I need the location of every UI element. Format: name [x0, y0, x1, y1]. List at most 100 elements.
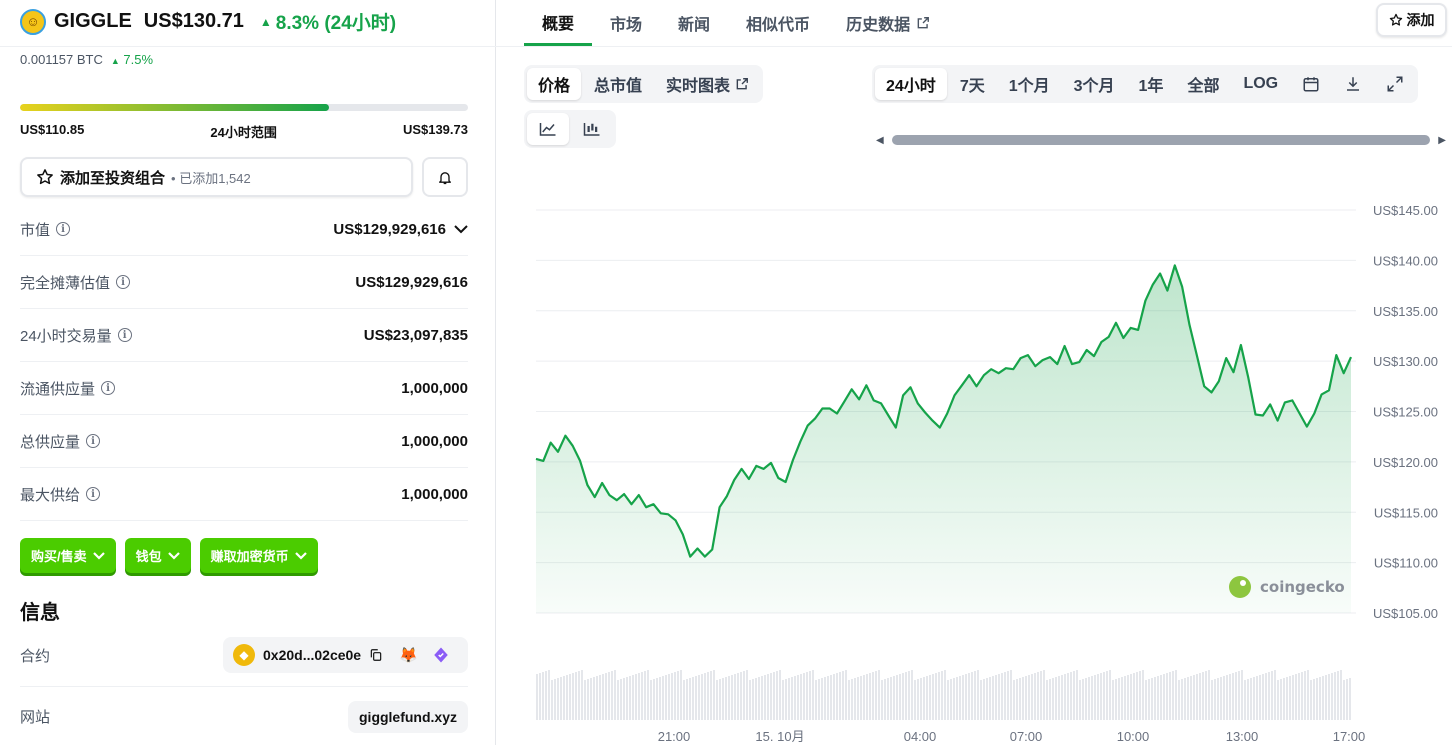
volume-bar [680, 670, 682, 720]
contract-address-pill[interactable]: ◆ 0x20d...02ce0e 🦊 [223, 637, 468, 673]
stat-value: 1,000,000 [401, 380, 468, 397]
candlestick-chart-button[interactable] [571, 113, 613, 145]
volume-bar [710, 671, 712, 720]
tab-price[interactable]: 价格 [527, 68, 582, 100]
info-icon[interactable]: i [86, 487, 101, 501]
volume-bar [1217, 678, 1219, 720]
range-all[interactable]: 全部 [1187, 78, 1220, 95]
volume-bar [593, 677, 595, 720]
x-axis-labels: 21:00 15. 10月 04:00 07:00 10:00 13:00 17:00 [658, 729, 1366, 744]
volume-bar [1334, 672, 1336, 720]
volume-bar [1235, 672, 1237, 720]
add-to-portfolio-button[interactable]: 添加至投资组合 • 已添加1,542 [20, 157, 413, 197]
download-button[interactable] [1333, 68, 1373, 100]
stat-value-text: 1,000,000 [401, 432, 468, 450]
range-labels: US$110.85 24小时范围 US$139.73 [20, 122, 468, 141]
tab-live-chart[interactable]: 实时图表 [655, 68, 760, 100]
volume-bar [1082, 679, 1084, 720]
metamask-icon[interactable]: 🦊 [399, 647, 418, 664]
volume-bar [836, 673, 838, 720]
candlestick-icon [583, 123, 600, 136]
copy-icon[interactable] [369, 648, 383, 662]
chevron-down-icon[interactable] [454, 224, 468, 234]
add-watchlist-button[interactable]: 添加 [1376, 3, 1447, 37]
volume-bar [947, 680, 949, 720]
tab-overview[interactable]: 概要 [524, 0, 593, 46]
volume-bar [788, 678, 790, 720]
volume-bar [1097, 674, 1099, 720]
tab-news[interactable]: 新闻 [678, 17, 711, 34]
scroll-right-icon[interactable]: ▶ [1438, 134, 1446, 146]
wallet-button[interactable]: 钱包 [124, 538, 191, 573]
volume-bar [626, 677, 628, 720]
wallet-connect-icon[interactable] [432, 646, 450, 664]
volume-bar [647, 670, 649, 720]
volume-bar [893, 676, 895, 720]
volume-bar [1034, 673, 1036, 720]
volume-bar [1274, 670, 1276, 720]
wallet-label: 钱包 [135, 549, 162, 564]
volume-bar [848, 680, 850, 720]
y-tick-label: US$115.00 [1374, 505, 1438, 520]
line-chart-button[interactable] [527, 113, 569, 145]
watermark-text: coingecko [1260, 578, 1345, 596]
range-1y[interactable]: 1年 [1138, 78, 1164, 95]
info-icon[interactable]: i [117, 328, 132, 342]
stat-label: 市值 i [20, 219, 71, 240]
volume-bar [962, 675, 964, 720]
coingecko-eye-icon [1240, 580, 1246, 586]
volume-bar [689, 678, 691, 720]
volume-bar [581, 670, 583, 720]
stat-label-text: 完全摊薄估值 [20, 274, 111, 292]
stat-row-max-supply: 最大供给 i 1,000,000 [20, 468, 468, 521]
tab-market-cap[interactable]: 总市值 [594, 78, 643, 95]
volume-bar [773, 672, 775, 720]
buy-sell-button[interactable]: 购买/售卖 [20, 538, 116, 573]
info-icon[interactable]: i [116, 275, 131, 289]
price-alert-button[interactable] [422, 157, 468, 197]
scroll-left-icon[interactable]: ◀ [876, 134, 884, 146]
price-chart[interactable]: US$145.00 US$140.00 US$135.00 US$130.00 US$1… [496, 180, 1452, 745]
range-7d[interactable]: 7天 [959, 78, 985, 95]
contract-address: 0x20d...02ce0e [263, 647, 362, 663]
earn-crypto-button[interactable]: 赚取加密货币 [199, 538, 318, 573]
info-icon[interactable]: i [101, 381, 116, 395]
volume-bar [707, 672, 709, 720]
range-1m[interactable]: 1个月 [1008, 78, 1050, 95]
volume-bar [842, 671, 844, 720]
info-icon[interactable]: i [86, 434, 101, 448]
stat-value[interactable]: US$129,929,616 [333, 221, 468, 238]
tab-similar-coins[interactable]: 相似代币 [746, 17, 811, 34]
tab-markets[interactable]: 市场 [610, 17, 643, 34]
coin-header: ☺ GIGGLE US$130.71 ▲ 8.3% (24小时) [20, 8, 396, 35]
log-scale-toggle[interactable]: LOG [1243, 75, 1279, 92]
volume-bar [1292, 675, 1294, 720]
volume-bar [1076, 670, 1078, 720]
range-3m[interactable]: 3个月 [1073, 78, 1115, 95]
range-24h[interactable]: 24小时 [875, 68, 947, 100]
volume-bar [749, 680, 751, 720]
chevron-down-icon [294, 551, 307, 560]
navigator-scrollbar[interactable] [891, 135, 1431, 145]
volume-bar [764, 675, 766, 720]
chart-navigator[interactable]: ◀ ▶ [876, 130, 1446, 150]
volume-bar [1001, 673, 1003, 720]
website-link[interactable]: gigglefund.xyz [348, 701, 468, 733]
portfolio-label: 添加至投资组合 [60, 169, 166, 187]
volume-bar [821, 678, 823, 720]
x-tick-label: 04:00 [904, 729, 937, 744]
volume-bar [1154, 677, 1156, 720]
volume-bar [635, 674, 637, 720]
volume-bar [1124, 676, 1126, 720]
tab-historical-data[interactable]: 历史数据 [828, 0, 948, 46]
fullscreen-button[interactable] [1375, 68, 1415, 100]
stat-label: 总供应量 i [20, 431, 101, 452]
volume-bar [1157, 676, 1159, 720]
y-tick-label: US$125.00 [1373, 405, 1438, 420]
volume-bar [698, 675, 700, 720]
info-icon[interactable]: i [56, 222, 71, 236]
triangle-up-icon: ▲ [110, 56, 120, 66]
calendar-button[interactable] [1291, 68, 1331, 100]
volume-bar [548, 670, 550, 720]
volume-bar [911, 670, 913, 720]
